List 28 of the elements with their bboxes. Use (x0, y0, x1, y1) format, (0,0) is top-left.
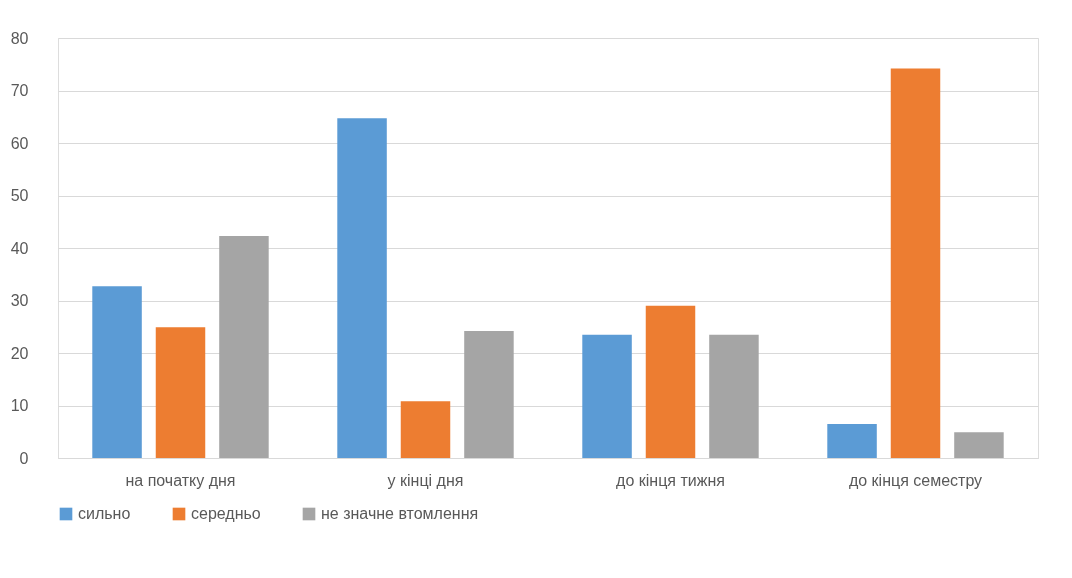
y-tick-label: 10 (10, 397, 29, 414)
y-tick-label: 50 (10, 187, 29, 204)
bar (709, 334, 759, 458)
bar (464, 330, 514, 458)
y-tick-label: 20 (10, 344, 29, 362)
y-tick-label: 0 (19, 449, 29, 467)
bar (92, 286, 142, 458)
legend-label: середньо (191, 505, 261, 522)
y-tick-label: 30 (10, 292, 29, 309)
bar (219, 235, 269, 458)
bar (645, 305, 696, 458)
x-tick-label: до кінця семестру (848, 471, 983, 489)
x-tick-label: у кінці дня (387, 471, 464, 489)
legend-label: не значне втомлення (321, 505, 479, 522)
bar (582, 334, 632, 458)
bar (954, 432, 1004, 458)
bar (337, 118, 387, 458)
bar (400, 401, 451, 458)
bar (155, 327, 206, 458)
y-tick-label: 80 (10, 29, 29, 47)
bar (890, 68, 941, 458)
x-tick-label: до кінця тижня (616, 471, 725, 489)
y-tick-label: 40 (10, 239, 29, 257)
legend-label: сильно (78, 505, 131, 522)
bar (827, 423, 877, 458)
x-tick-label: на початку дня (125, 471, 236, 489)
y-tick-label: 70 (10, 82, 29, 99)
y-tick-label: 60 (10, 134, 29, 152)
